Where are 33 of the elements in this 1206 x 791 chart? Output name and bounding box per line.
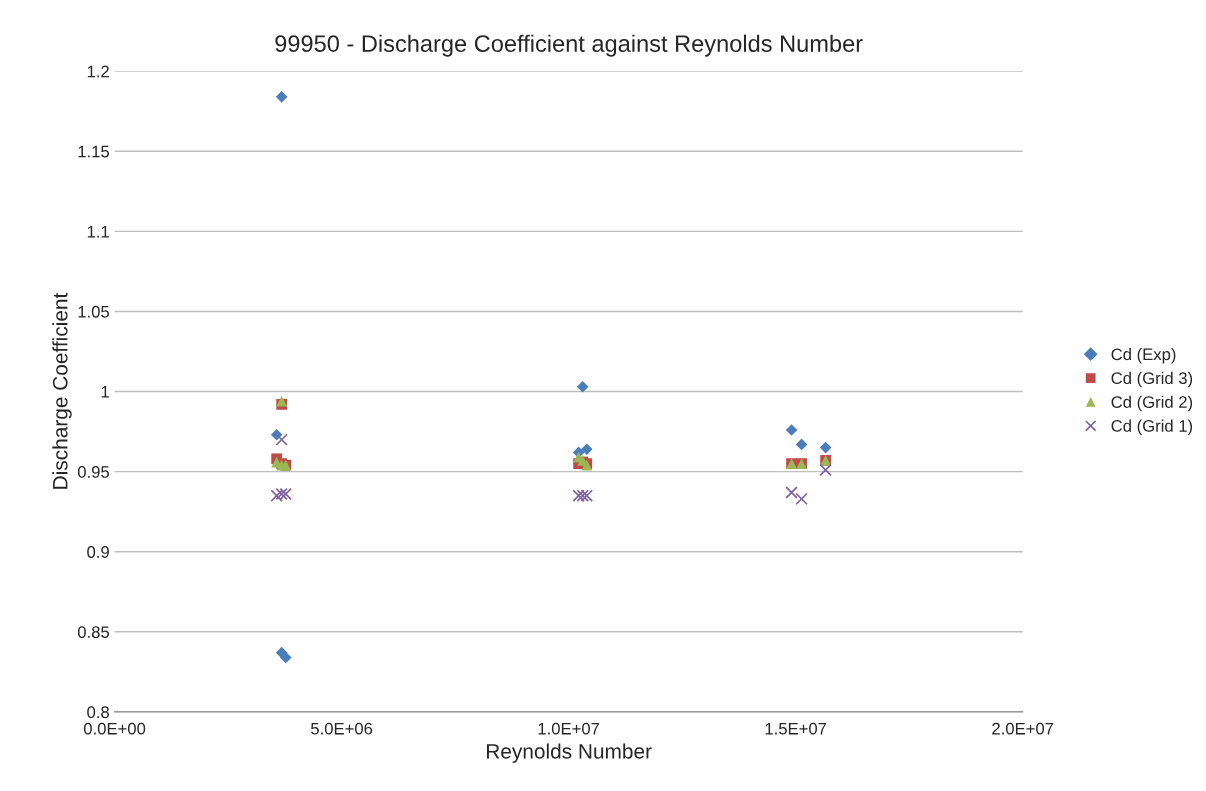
point <box>275 433 288 446</box>
y-tick-label: 0.9 <box>87 546 109 558</box>
y-tick-label: 0.85 <box>77 626 110 639</box>
x-tick-label: 1.0E+07 <box>538 722 600 735</box>
x-tick-label: 1.5E+07 <box>765 722 827 735</box>
point <box>795 492 808 506</box>
point <box>275 487 288 501</box>
chart-title: 99950 - Discharge Coefficient against Reynolds Number <box>275 34 863 57</box>
x-axis-title: Reynolds Number <box>486 743 652 763</box>
point <box>795 438 808 451</box>
point <box>580 443 593 456</box>
y-tick-label: 1.15 <box>78 145 110 158</box>
x-tick-label: 2.0E+07 <box>992 722 1054 735</box>
y-tick-label: 1.05 <box>78 305 110 318</box>
y-tick-label: 0.95 <box>77 466 110 478</box>
point <box>819 441 832 454</box>
y-tick-label: 1 <box>101 386 109 398</box>
legend-label: Cd (Grid 2) <box>1111 395 1193 412</box>
point <box>785 424 798 436</box>
point <box>785 486 798 499</box>
x-tick-label: 5.0E+06 <box>310 722 373 735</box>
legend-label: Cd (Grid 1) <box>1111 419 1193 436</box>
y-axis-title: Discharge Coefficient <box>52 292 72 489</box>
y-tick-label: 1.2 <box>87 65 109 78</box>
y-tick-label: 1.1 <box>87 225 109 238</box>
point <box>275 91 288 103</box>
point <box>576 489 589 502</box>
legend-label: Cd (Grid 3) <box>1111 371 1193 388</box>
y-tick-label: 0.8 <box>87 706 109 719</box>
point <box>576 380 589 393</box>
point <box>819 463 832 477</box>
legend-label: Cd (Exp) <box>1111 347 1176 364</box>
x-tick-label: 0.0E+00 <box>83 722 146 735</box>
